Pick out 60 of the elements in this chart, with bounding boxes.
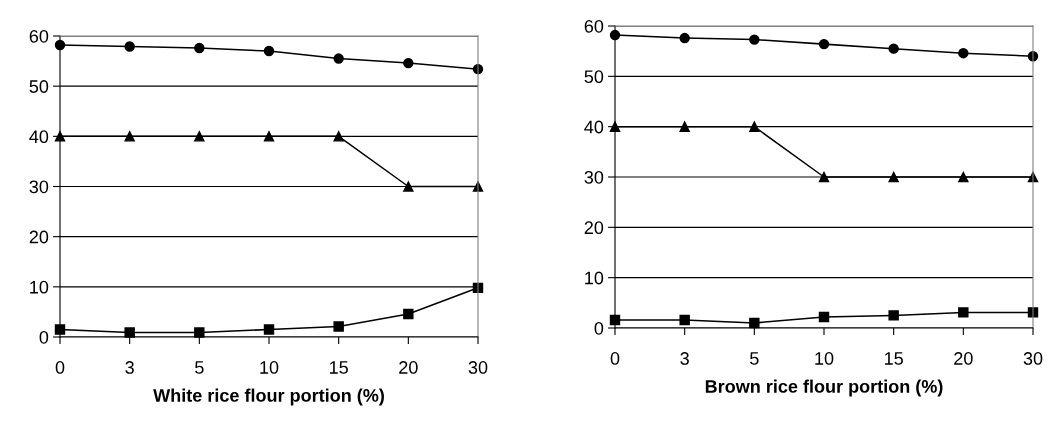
- point: [263, 45, 275, 57]
- x-axis-title: Brown rice flour portion (%): [705, 379, 943, 397]
- point: [818, 171, 830, 183]
- y-tick-label: 40: [29, 130, 49, 144]
- x-tick-label: 10: [815, 352, 834, 365]
- point: [818, 38, 830, 50]
- point: [888, 310, 899, 321]
- point: [124, 41, 135, 52]
- x-tick-label: 30: [1023, 352, 1043, 365]
- x-tick-label: 15: [330, 361, 348, 374]
- point: [679, 314, 690, 326]
- y-tick-label: 40: [584, 120, 604, 134]
- x-tick-label: 20: [954, 352, 973, 365]
- point: [263, 131, 275, 142]
- y-tick-label: 60: [29, 29, 49, 43]
- point: [194, 327, 205, 338]
- x-tick-label: 30: [468, 361, 488, 374]
- y-tick-label: 0: [39, 330, 49, 344]
- x-tick-label: 20: [399, 361, 418, 374]
- point: [333, 53, 344, 64]
- y-tick-label: 20: [29, 230, 49, 244]
- y-tick-label: 20: [584, 221, 604, 235]
- point: [403, 181, 414, 192]
- point: [958, 307, 969, 318]
- x-tick-label: 0: [610, 352, 620, 365]
- y-tick-label: 10: [30, 280, 49, 294]
- point: [194, 42, 205, 54]
- x-tick-label: 5: [750, 352, 759, 365]
- y-tick-label: 50: [29, 80, 49, 93]
- point: [749, 317, 760, 329]
- x-tick-label: 15: [885, 352, 903, 365]
- point: [679, 32, 690, 44]
- point: [958, 47, 969, 59]
- point: [194, 131, 205, 142]
- x-tick-label: 0: [55, 361, 65, 374]
- x-tick-label: 3: [680, 352, 689, 365]
- y-tick-label: 10: [585, 271, 604, 285]
- point: [333, 321, 344, 332]
- point: [124, 131, 135, 142]
- y-tick-label: 30: [29, 180, 49, 194]
- y-tick-label: 30: [584, 170, 604, 184]
- x-tick-label: 5: [195, 361, 204, 374]
- point: [263, 324, 275, 335]
- x-tick-label: 10: [260, 361, 279, 374]
- x-axis-title: White rice flour portion (%): [153, 388, 384, 406]
- y-tick-label: 0: [594, 321, 604, 335]
- point: [333, 131, 344, 142]
- point: [679, 121, 690, 132]
- y-tick-label: 50: [584, 70, 604, 84]
- point: [888, 171, 899, 183]
- x-tick-label: 3: [125, 361, 134, 374]
- point: [818, 311, 830, 323]
- point: [888, 43, 899, 54]
- point: [403, 308, 414, 320]
- point: [958, 171, 969, 183]
- y-tick-label: 60: [584, 19, 604, 33]
- point: [749, 121, 760, 132]
- point: [749, 34, 760, 45]
- point: [403, 57, 414, 69]
- point: [124, 327, 135, 338]
